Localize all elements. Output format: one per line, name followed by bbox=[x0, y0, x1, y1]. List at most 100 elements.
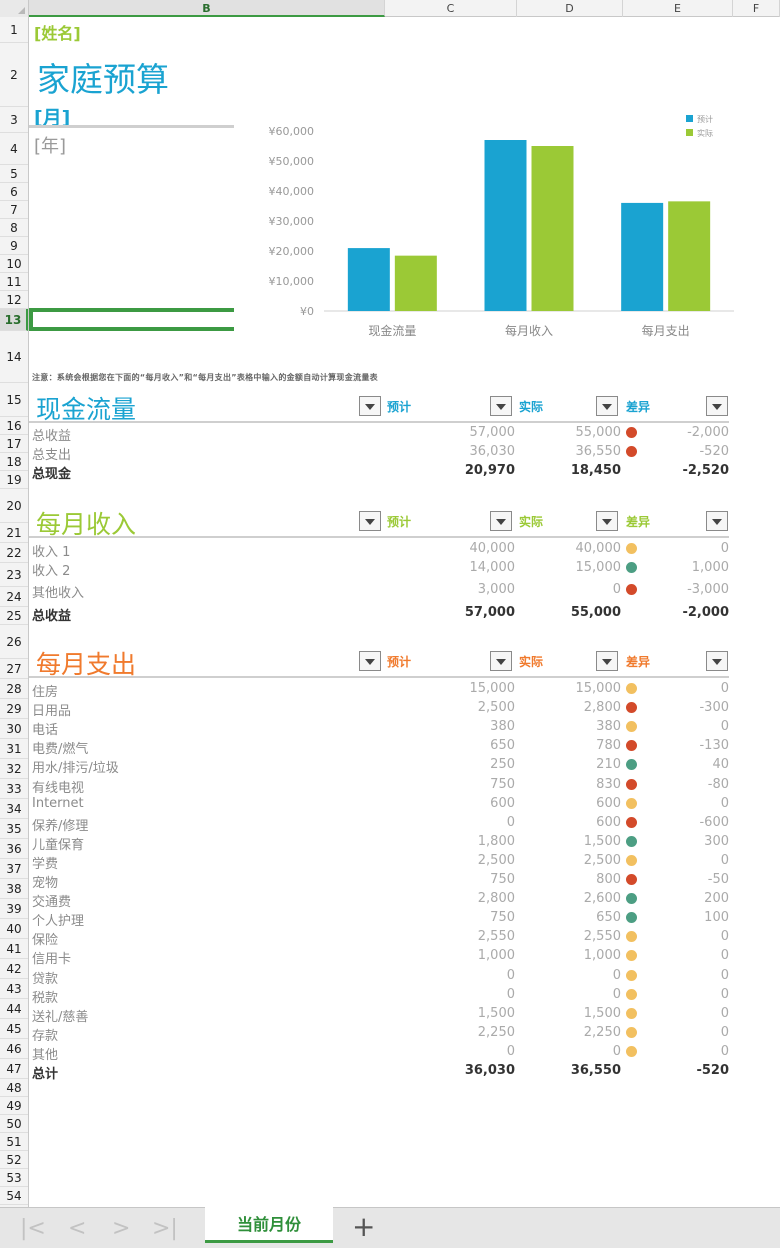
income-section-title[interactable]: 每月收入 bbox=[36, 510, 137, 539]
table-row[interactable]: 儿童保育 1,800 1,500 300 bbox=[29, 832, 780, 853]
table-row[interactable]: 总支出 36,030 36,550 -520 bbox=[29, 442, 780, 463]
table-row[interactable]: 其他收入 3,000 0 -3,000 bbox=[29, 580, 780, 601]
row-header-17[interactable]: 17 bbox=[0, 435, 28, 453]
table-row[interactable]: 电费/燃气 650 780 -130 bbox=[29, 736, 780, 757]
table-row[interactable]: 交通费 2,800 2,600 200 bbox=[29, 889, 780, 910]
row-header-36[interactable]: 36 bbox=[0, 839, 28, 859]
row-header-39[interactable]: 39 bbox=[0, 899, 28, 919]
table-row[interactable]: 用水/排污/垃圾 250 210 40 bbox=[29, 755, 780, 776]
income-label-filter-icon[interactable] bbox=[359, 511, 381, 531]
row-header-21[interactable]: 21 bbox=[0, 523, 28, 543]
income-total-row[interactable]: 总收益 57,000 55,000 -2,000 bbox=[29, 603, 780, 624]
row-header-31[interactable]: 31 bbox=[0, 739, 28, 759]
col-header-c[interactable]: C bbox=[385, 0, 517, 17]
row-header-22[interactable]: 22 bbox=[0, 543, 28, 563]
income-actual-filter-icon[interactable] bbox=[596, 511, 618, 531]
expense-label-filter-icon[interactable] bbox=[359, 651, 381, 671]
row-header-15[interactable]: 15 bbox=[0, 383, 28, 417]
row-header-9[interactable]: 9 bbox=[0, 237, 28, 255]
cashflow-diff-filter-icon[interactable] bbox=[706, 396, 728, 416]
last-sheet-icon[interactable]: >| bbox=[152, 1216, 178, 1241]
row-header-51[interactable]: 51 bbox=[0, 1133, 28, 1151]
table-row[interactable]: 学费 2,500 2,500 0 bbox=[29, 851, 780, 872]
row-header-47[interactable]: 47 bbox=[0, 1059, 28, 1079]
row-header-37[interactable]: 37 bbox=[0, 859, 28, 879]
row-header-23[interactable]: 23 bbox=[0, 563, 28, 587]
table-row[interactable]: 送礼/慈善 1,500 1,500 0 bbox=[29, 1004, 780, 1025]
row-header-45[interactable]: 45 bbox=[0, 1019, 28, 1039]
table-row[interactable]: 宠物 750 800 -50 bbox=[29, 870, 780, 891]
cashflow-planned-filter-icon[interactable] bbox=[490, 396, 512, 416]
row-header-49[interactable]: 49 bbox=[0, 1097, 28, 1115]
row-header-40[interactable]: 40 bbox=[0, 919, 28, 939]
table-row[interactable]: 保养/修理 0 600 -600 bbox=[29, 813, 780, 834]
row-header-34[interactable]: 34 bbox=[0, 799, 28, 819]
row-header-5[interactable]: 5 bbox=[0, 165, 28, 183]
row-header-16[interactable]: 16 bbox=[0, 417, 28, 435]
table-row[interactable]: 税款 0 0 0 bbox=[29, 985, 780, 1006]
row-header-4[interactable]: 4 bbox=[0, 133, 28, 165]
budget-chart[interactable]: ¥0 ¥10,000 ¥20,000 ¥30,000 ¥40,000 ¥50,000 ¥60… bbox=[234, 115, 744, 345]
income-planned-filter-icon[interactable] bbox=[490, 511, 512, 531]
row-header-33[interactable]: 33 bbox=[0, 779, 28, 799]
row-header-1[interactable]: 1 bbox=[0, 17, 28, 43]
table-row[interactable]: 存款 2,250 2,250 0 bbox=[29, 1023, 780, 1044]
row-header-29[interactable]: 29 bbox=[0, 699, 28, 719]
row-header-41[interactable]: 41 bbox=[0, 939, 28, 959]
row-header-27[interactable]: 27 bbox=[0, 659, 28, 679]
row-header-32[interactable]: 32 bbox=[0, 759, 28, 779]
col-header-d[interactable]: D bbox=[517, 0, 623, 17]
expense-diff-filter-icon[interactable] bbox=[706, 651, 728, 671]
tab-current-month[interactable]: 当前月份 bbox=[205, 1207, 333, 1243]
cashflow-actual-filter-icon[interactable] bbox=[596, 396, 618, 416]
expense-total-row[interactable]: 总计 36,030 36,550 -520 bbox=[29, 1061, 780, 1082]
table-row[interactable]: 贷款 0 0 0 bbox=[29, 966, 780, 987]
name-placeholder[interactable]: [姓名] bbox=[34, 24, 81, 43]
month-placeholder[interactable]: [月] bbox=[34, 107, 71, 129]
row-header-14[interactable]: 14 bbox=[0, 331, 28, 383]
row-header-50[interactable]: 50 bbox=[0, 1115, 28, 1133]
row-header-10[interactable]: 10 bbox=[0, 255, 28, 273]
col-header-f[interactable]: F bbox=[733, 0, 780, 17]
row-header-20[interactable]: 20 bbox=[0, 489, 28, 523]
expense-section-title[interactable]: 每月支出 bbox=[36, 650, 137, 679]
row-header-42[interactable]: 42 bbox=[0, 959, 28, 979]
row-header-28[interactable]: 28 bbox=[0, 679, 28, 699]
row-header-48[interactable]: 48 bbox=[0, 1079, 28, 1097]
row-header-43[interactable]: 43 bbox=[0, 979, 28, 999]
table-row[interactable]: 保险 2,550 2,550 0 bbox=[29, 927, 780, 948]
table-row[interactable]: Internet 600 600 0 bbox=[29, 794, 780, 813]
col-header-e[interactable]: E bbox=[623, 0, 733, 17]
row-header-30[interactable]: 30 bbox=[0, 719, 28, 739]
row-header-24[interactable]: 24 bbox=[0, 587, 28, 607]
table-row[interactable]: 有线电视 750 830 -80 bbox=[29, 775, 780, 796]
row-header-44[interactable]: 44 bbox=[0, 999, 28, 1019]
expense-planned-filter-icon[interactable] bbox=[490, 651, 512, 671]
table-row[interactable]: 个人护理 750 650 100 bbox=[29, 908, 780, 929]
row-header-38[interactable]: 38 bbox=[0, 879, 28, 899]
cashflow-label-filter-icon[interactable] bbox=[359, 396, 381, 416]
row-header-8[interactable]: 8 bbox=[0, 219, 28, 237]
row-header-25[interactable]: 25 bbox=[0, 607, 28, 625]
page-title[interactable]: 家庭预算 bbox=[37, 60, 169, 99]
row-header-26[interactable]: 26 bbox=[0, 625, 28, 659]
add-sheet-icon[interactable]: + bbox=[352, 1210, 376, 1243]
row-header-18[interactable]: 18 bbox=[0, 453, 28, 471]
row-header-46[interactable]: 46 bbox=[0, 1039, 28, 1059]
table-row[interactable]: 日用品 2,500 2,800 -300 bbox=[29, 698, 780, 719]
row-header-52[interactable]: 52 bbox=[0, 1151, 28, 1169]
row-header-11[interactable]: 11 bbox=[0, 273, 28, 291]
row-header-19[interactable]: 19 bbox=[0, 471, 28, 489]
worksheet[interactable]: [姓名] 家庭预算 [月] [年] ¥0 ¥10,000 ¥20,000 ¥30,00… bbox=[29, 17, 780, 1207]
table-row[interactable]: 电话 380 380 0 bbox=[29, 717, 780, 738]
row-header-13[interactable]: 13 bbox=[0, 309, 28, 331]
table-row[interactable]: 其他 0 0 0 bbox=[29, 1042, 780, 1063]
prev-sheet-icon[interactable]: < bbox=[68, 1216, 87, 1241]
expense-actual-filter-icon[interactable] bbox=[596, 651, 618, 671]
next-sheet-icon[interactable]: > bbox=[112, 1216, 131, 1241]
row-header-12[interactable]: 12 bbox=[0, 291, 28, 309]
table-row[interactable]: 收入 1 40,000 40,000 0 bbox=[29, 539, 780, 560]
row-header-7[interactable]: 7 bbox=[0, 201, 28, 219]
row-header-2[interactable]: 2 bbox=[0, 43, 28, 107]
row-header-53[interactable]: 53 bbox=[0, 1169, 28, 1187]
